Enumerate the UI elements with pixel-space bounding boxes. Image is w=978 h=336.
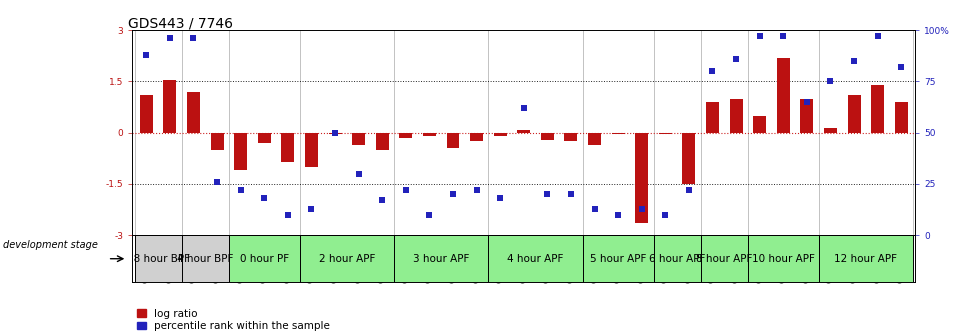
Bar	[564, 133, 577, 141]
Bar	[134, 235, 182, 282]
Point	[445, 192, 461, 197]
Bar	[305, 133, 318, 167]
Point	[704, 69, 720, 74]
Bar	[635, 133, 647, 223]
Text: 12 hour APF: 12 hour APF	[833, 254, 897, 264]
Point	[609, 212, 625, 217]
Bar	[658, 133, 671, 134]
Point	[374, 198, 389, 203]
Bar	[187, 92, 200, 133]
Bar	[747, 235, 818, 282]
Point	[845, 58, 861, 64]
Point	[233, 187, 248, 193]
Bar	[752, 116, 766, 133]
Bar	[257, 133, 271, 143]
Text: GDS443 / 7746: GDS443 / 7746	[128, 16, 233, 30]
Point	[868, 34, 884, 39]
Point	[728, 56, 743, 61]
Bar	[163, 80, 176, 133]
Point	[586, 206, 601, 211]
Text: 0 hour PF: 0 hour PF	[240, 254, 289, 264]
Bar	[705, 102, 718, 133]
Point	[256, 196, 272, 201]
Bar	[399, 133, 412, 138]
Bar	[329, 133, 341, 134]
Point	[186, 36, 201, 41]
Bar	[488, 235, 582, 282]
Point	[162, 36, 178, 41]
Bar	[588, 133, 600, 145]
Bar	[229, 235, 299, 282]
Bar	[776, 57, 789, 133]
Bar	[540, 133, 554, 139]
Point	[822, 79, 837, 84]
Point	[893, 65, 909, 70]
Point	[468, 187, 484, 193]
Legend: log ratio, percentile rank within the sample: log ratio, percentile rank within the sa…	[137, 309, 330, 331]
Point	[633, 206, 648, 211]
Point	[303, 206, 319, 211]
Bar	[823, 128, 836, 133]
Bar	[140, 95, 153, 133]
Point	[398, 187, 414, 193]
Text: 18 hour BPF: 18 hour BPF	[126, 254, 190, 264]
Text: 4 hour APF: 4 hour APF	[507, 254, 563, 264]
Text: development stage: development stage	[3, 240, 98, 250]
Bar	[653, 235, 700, 282]
Bar	[210, 133, 223, 150]
Point	[681, 187, 696, 193]
Bar	[376, 133, 388, 150]
Point	[515, 106, 531, 111]
Text: 3 hour APF: 3 hour APF	[413, 254, 468, 264]
Bar	[393, 235, 488, 282]
Bar	[870, 85, 883, 133]
Bar	[582, 235, 653, 282]
Bar	[422, 133, 435, 136]
Bar	[469, 133, 482, 141]
Bar	[493, 133, 507, 136]
Point	[798, 99, 814, 105]
Point	[209, 179, 225, 184]
Bar	[700, 235, 747, 282]
Bar	[516, 130, 530, 133]
Bar	[800, 98, 813, 133]
Bar	[234, 133, 246, 170]
Bar	[729, 98, 741, 133]
Point	[350, 171, 366, 176]
Bar	[894, 102, 907, 133]
Bar	[611, 133, 624, 134]
Point	[327, 130, 342, 135]
Point	[539, 192, 555, 197]
Bar	[352, 133, 365, 145]
Point	[138, 52, 154, 57]
Point	[751, 34, 767, 39]
Point	[422, 212, 437, 217]
Bar	[682, 133, 694, 184]
Text: 6 hour APF: 6 hour APF	[648, 254, 704, 264]
Point	[657, 212, 673, 217]
Text: 5 hour APF: 5 hour APF	[590, 254, 645, 264]
Point	[492, 196, 508, 201]
Bar	[182, 235, 229, 282]
Bar	[281, 133, 294, 162]
Text: 2 hour APF: 2 hour APF	[318, 254, 375, 264]
Bar	[818, 235, 912, 282]
Bar	[847, 95, 860, 133]
Point	[280, 212, 295, 217]
Point	[562, 192, 578, 197]
Bar	[446, 133, 459, 148]
Point	[775, 34, 790, 39]
Text: 10 hour APF: 10 hour APF	[751, 254, 814, 264]
Text: 4 hour BPF: 4 hour BPF	[177, 254, 233, 264]
Bar	[299, 235, 393, 282]
Text: 8 hour APF: 8 hour APF	[695, 254, 752, 264]
